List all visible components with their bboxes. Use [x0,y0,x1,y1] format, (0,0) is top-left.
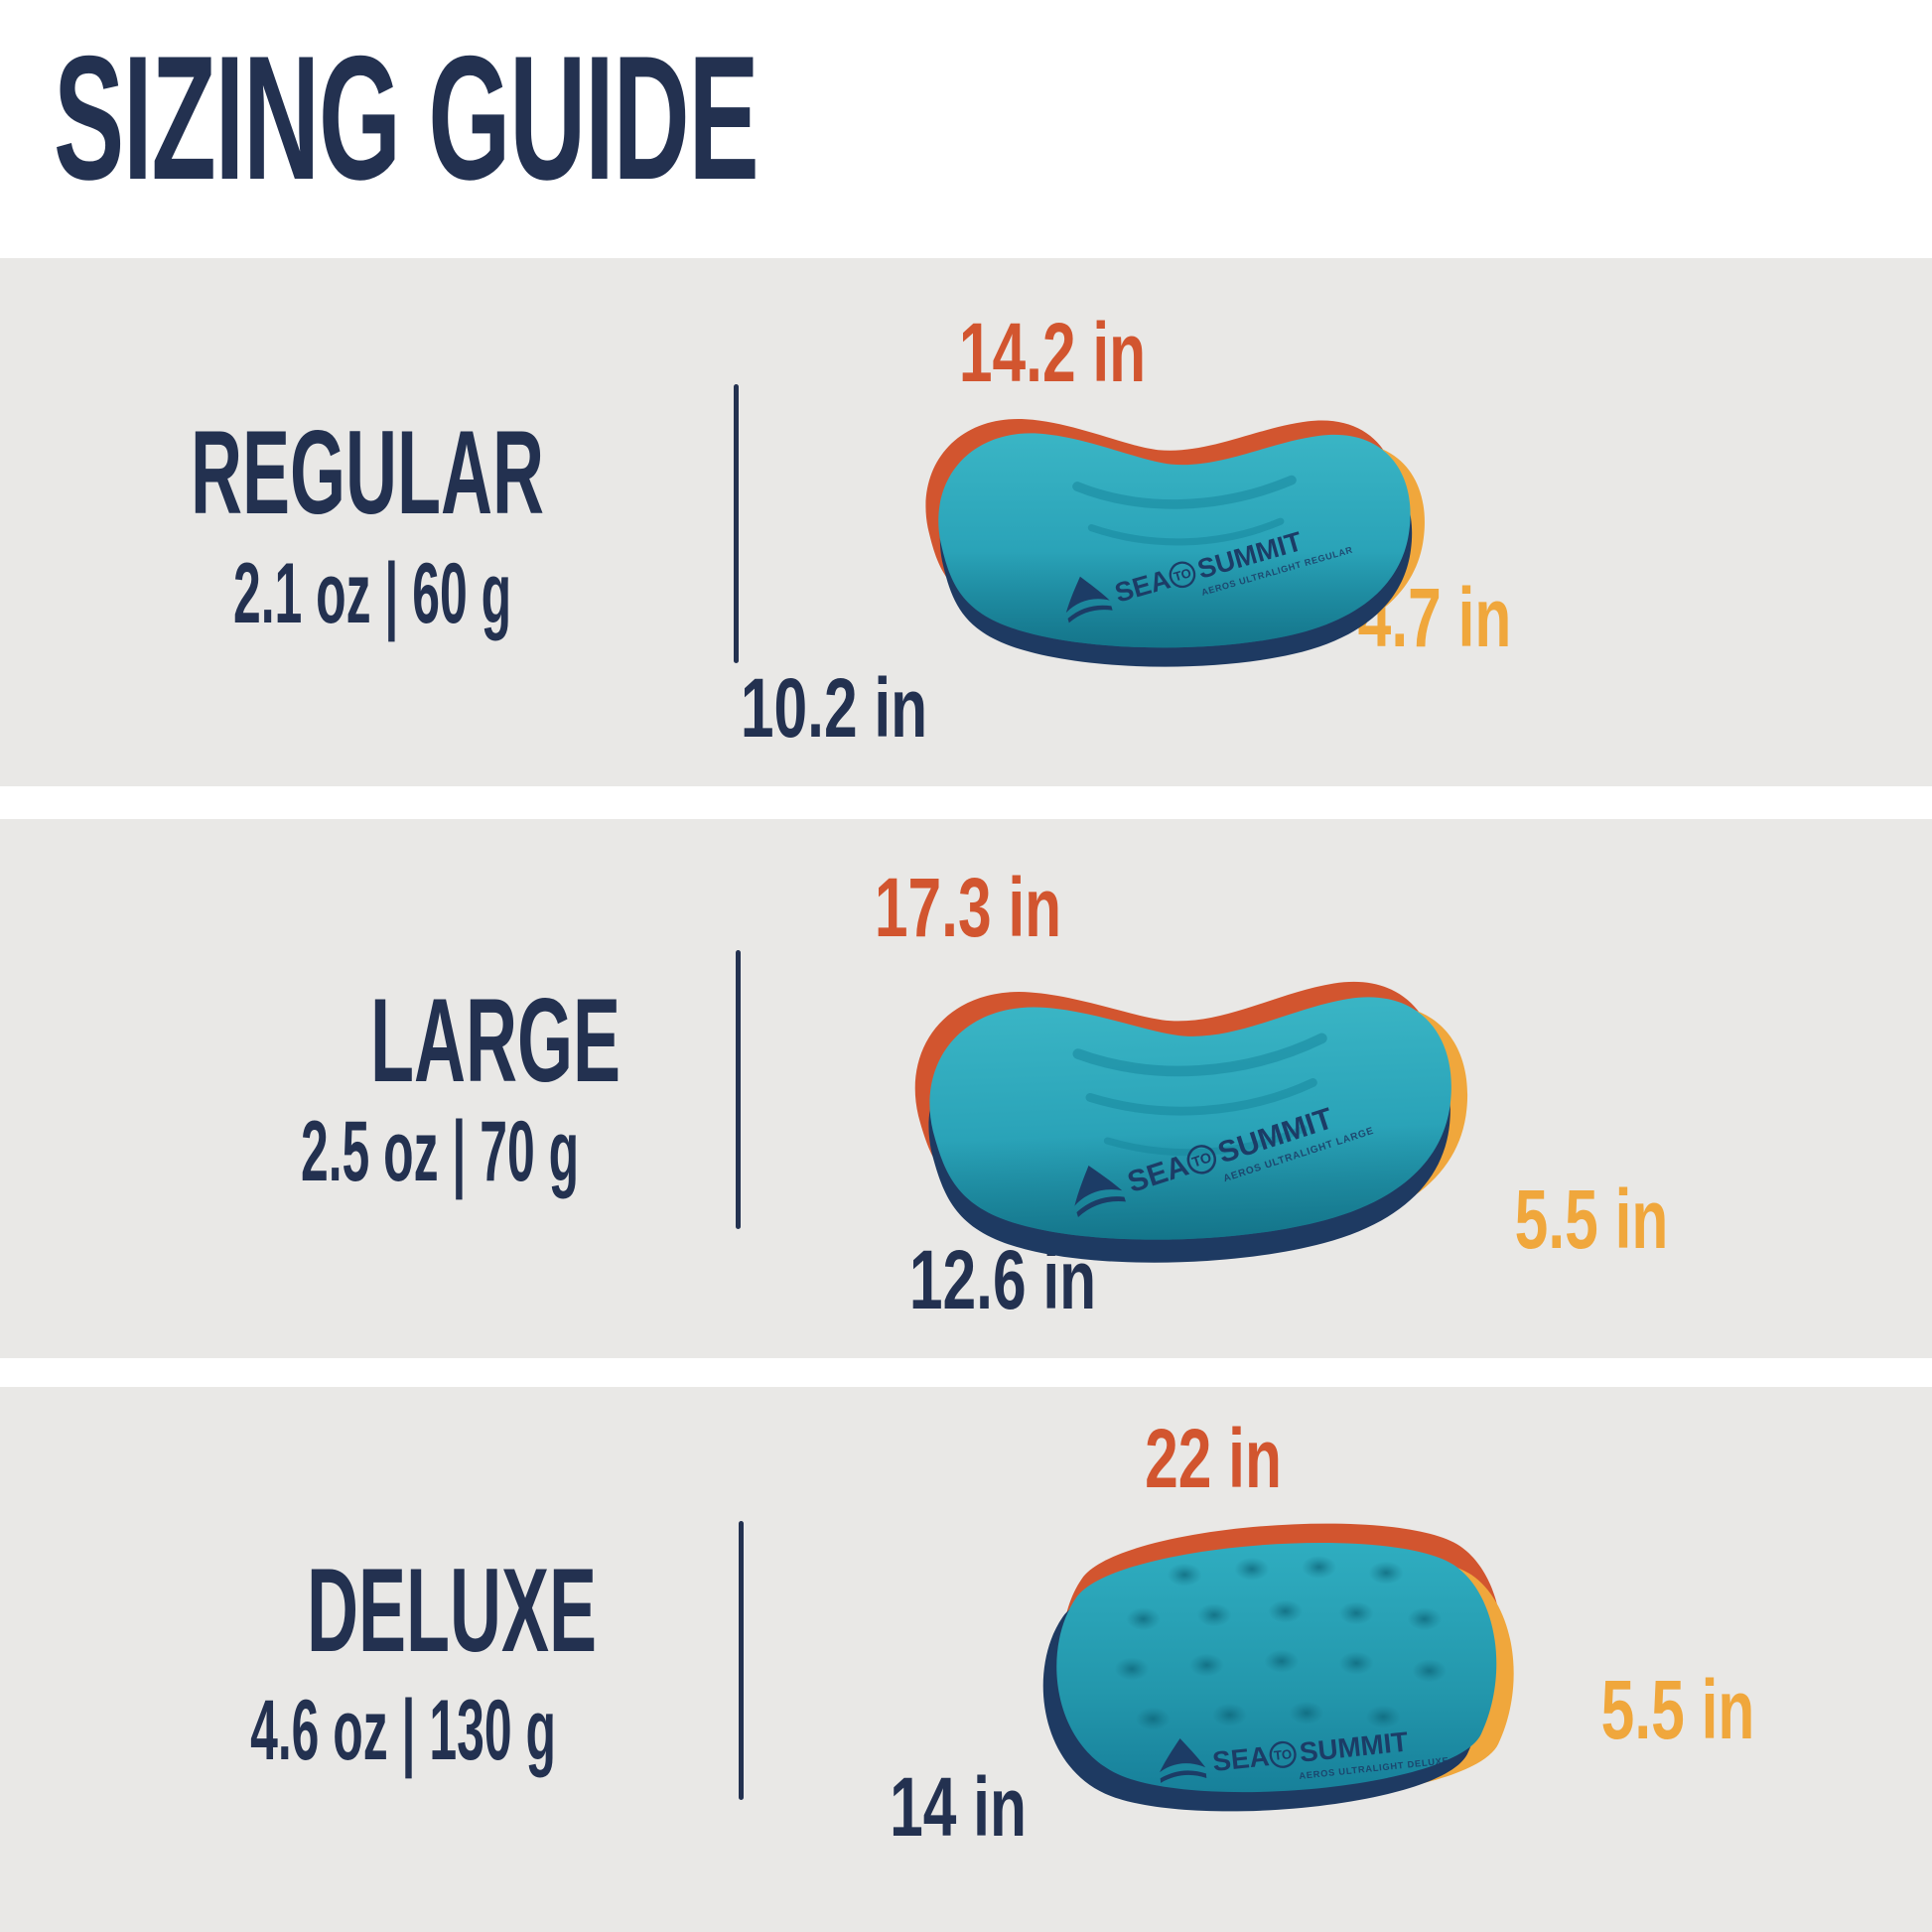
measurement-width-regular: 14.2 in [958,306,1147,399]
logo-swoosh-icon [1160,1770,1207,1783]
section-deluxe: DELUXE 4.6 oz | 130 g 22 in 5.5 in 14 in [0,1387,1932,1932]
logo-to-ring [1186,1145,1217,1174]
logo-to-ring [1269,1740,1297,1768]
pillow-large-illustration: SEA TO SUMMIT AEROS ULTRALIGHT LARGE [914,982,1468,1263]
pillow-crease [1085,1078,1317,1116]
size-label-large: LARGE [370,974,621,1107]
logo-swoosh-icon [1076,1196,1126,1217]
measurement-depth-deluxe: 5.5 in [1600,1663,1755,1756]
size-weight-regular: 2.1 oz | 60 g [232,546,512,641]
brand-logo: SEA TO SUMMIT AEROS ULTRALIGHT DELUXE [1160,1725,1449,1783]
divider-line [736,950,741,1229]
logo-word-to: TO [1273,1746,1292,1763]
size-label-deluxe: DELUXE [306,1544,598,1677]
logo-to-ring [1169,561,1196,589]
measurement-depth-large: 5.5 in [1514,1173,1669,1266]
pillow-crease [1103,1125,1308,1157]
sea-to-summit-logo-icon [1074,1165,1123,1206]
pillow-dimples [1114,1555,1448,1730]
measurement-height-deluxe: 14 in [890,1760,1027,1854]
measurement-height-regular: 10.2 in [740,661,928,755]
logo-word-to: TO [1190,1150,1214,1171]
pillow-crease [1087,517,1285,546]
pillow-crease [1072,475,1297,509]
measurement-width-large: 17.3 in [874,861,1062,954]
divider-line [734,384,739,663]
sea-to-summit-logo-icon [1065,576,1110,614]
divider-line [739,1521,744,1800]
pillow-crease [1072,1033,1327,1077]
size-label-regular: REGULAR [191,406,544,539]
measurement-width-deluxe: 22 in [1145,1412,1282,1505]
pillow-deluxe-illustration: SEA TO SUMMIT AEROS ULTRALIGHT DELUXE [1042,1523,1514,1812]
sea-to-summit-logo-icon [1160,1738,1206,1773]
logo-word-to: TO [1172,565,1192,584]
logo-swoosh-icon [1067,605,1113,623]
pillow-shading [929,997,1451,1240]
page-title: SIZING GUIDE [54,19,759,216]
logo-word-sea: SEA [1211,1740,1271,1777]
pillow-regular-illustration: SEA TO SUMMIT AEROS ULTRALIGHT REGULAR [925,418,1425,667]
size-weight-deluxe: 4.6 oz | 130 g [250,1683,556,1778]
section-large: LARGE 2.5 oz | 70 g 17.3 in 5.5 in 12.6 … [0,819,1932,1358]
section-regular: REGULAR 2.1 oz | 60 g 14.2 in 4.7 in 10.… [0,258,1932,786]
size-weight-large: 2.5 oz | 70 g [300,1104,580,1199]
